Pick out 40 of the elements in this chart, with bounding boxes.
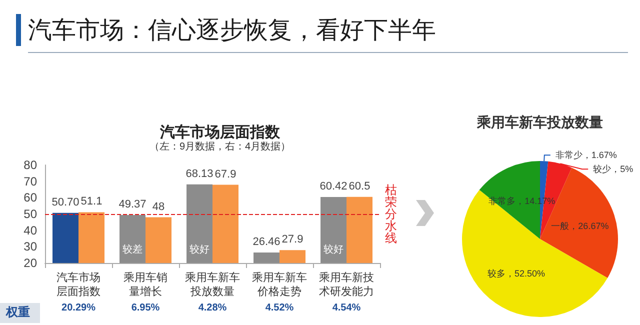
y-tick-label: 80 (24, 158, 38, 172)
data-label: 49.37 (118, 198, 146, 211)
text: 6.95% (131, 302, 160, 314)
data-label: 60.5 (348, 180, 370, 192)
annotation: 较好 (324, 243, 344, 256)
y-tick-label: 40 (24, 223, 38, 238)
y-tick-label: 20 (24, 256, 38, 270)
y-tick-label: 60 (24, 190, 38, 205)
data-label: 51.1 (80, 196, 102, 208)
x-tick-label: 乘用车新技术研发能力 (319, 271, 374, 298)
data-label: 48 (152, 200, 165, 213)
slice-label: 非常少，1.67% (555, 150, 617, 160)
slice-label: 较少，5% (593, 164, 634, 174)
y-tick-label: 30 (24, 240, 38, 254)
slice-label: 一般，26.67% (551, 221, 609, 232)
data-label: 50.70 (52, 196, 80, 208)
y-tick-label: 50 (24, 207, 38, 221)
data-label: 68.13 (186, 168, 214, 180)
x-tick-label: 乘用车新车投放数量 (185, 271, 240, 298)
text: 汽车市场：信心逐步恢复，看好下半年 (28, 14, 628, 53)
ref-line-label: 枯荣分水线 (385, 183, 397, 245)
x-tick-label: 乘用车销量增长 (124, 271, 168, 298)
chart-title: 汽车市场层面指数 (159, 123, 281, 141)
text: 权重 (6, 304, 30, 321)
x-tick-label: 汽车市场层面指数 (56, 271, 100, 298)
chart-title: 乘用车新车投放数量 (476, 114, 603, 130)
y-tick-label: 70 (24, 174, 38, 188)
text: 4.28% (198, 302, 227, 314)
annotation: 较好 (190, 243, 210, 256)
data-label: 26.46 (252, 236, 280, 248)
data-label: 67.9 (214, 168, 236, 180)
data-label: 60.42 (320, 180, 348, 192)
chart-subtitle: （左：9月数据，右：4月数据） (149, 140, 291, 152)
text: 20.29% (62, 302, 96, 314)
annotation: 较差 (122, 243, 142, 256)
text: 4.54% (332, 302, 361, 314)
text: 4.52% (265, 302, 294, 314)
x-tick-label: 乘用车新车价格走势 (252, 271, 307, 298)
data-label: 27.9 (282, 234, 304, 246)
slice-label: 较多，52.50% (487, 268, 545, 279)
